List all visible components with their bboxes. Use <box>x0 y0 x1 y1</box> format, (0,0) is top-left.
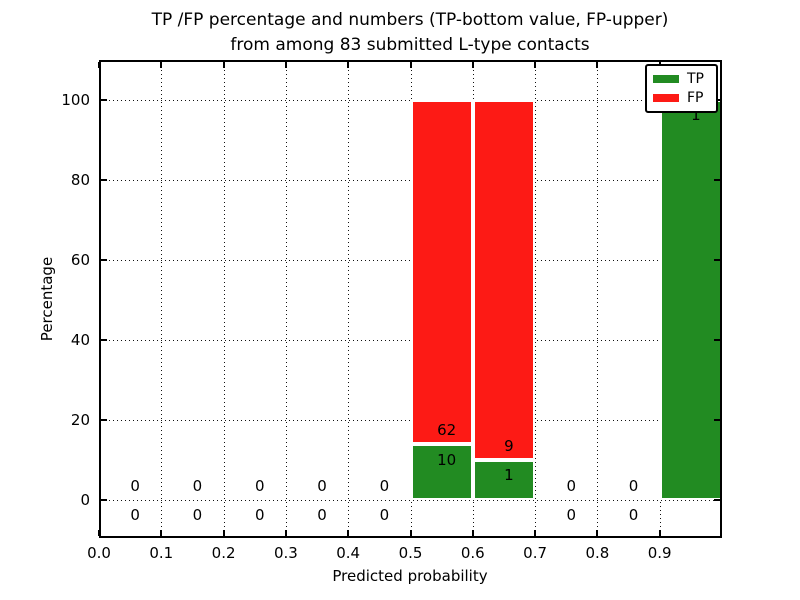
bar-fp-count: 0 <box>566 477 577 495</box>
x-tick-label: 0.2 <box>211 544 236 562</box>
x-tick-label: 0.6 <box>460 544 485 562</box>
y-tick-left <box>101 499 107 501</box>
x-tick-top <box>409 62 412 68</box>
x-tick-top <box>222 62 225 68</box>
x-tick-bottom <box>658 530 661 536</box>
x-tick-label: 0.1 <box>149 544 174 562</box>
bar-fp-count: 9 <box>504 437 514 455</box>
x-tick-bottom <box>222 530 225 536</box>
bar-fp-count: 62 <box>437 421 457 440</box>
bar-tp-count: 0 <box>628 506 639 525</box>
legend-label-fp: FP <box>687 90 704 106</box>
bar-tp-count: 0 <box>317 506 327 525</box>
bar-tp-count: 1 <box>691 106 701 125</box>
x-tick-bottom <box>409 530 412 536</box>
bar-fp-count: 0 <box>254 477 265 495</box>
bar-tp-count: 10 <box>437 450 457 469</box>
x-tick-top <box>160 62 163 68</box>
y-tick-label: 40 <box>70 331 90 349</box>
y-tick-right <box>714 339 720 341</box>
y-tick-label: 20 <box>70 411 90 429</box>
legend: TP FP <box>645 64 718 113</box>
bar-tp-count: 1 <box>504 466 514 485</box>
tp-swatch-icon <box>653 75 679 83</box>
bar-tp-count: 0 <box>130 506 140 525</box>
bar-tp <box>659 100 722 500</box>
chart-title-line2: from among 83 submitted L-type contacts <box>230 35 590 55</box>
bar-fp-count: 0 <box>130 477 140 495</box>
legend-label-tp: TP <box>687 71 704 87</box>
y-tick-left <box>101 99 107 101</box>
y-tick-label: 0 <box>80 491 90 509</box>
y-tick-left <box>101 259 107 261</box>
y-tick-label: 100 <box>61 91 90 109</box>
bar-tp <box>410 444 473 500</box>
fp-swatch-icon <box>653 94 679 102</box>
bar-tp-count: 0 <box>566 506 577 525</box>
y-tick-right <box>714 179 720 181</box>
x-axis-label: Predicted probability <box>332 567 488 585</box>
y-tick-right <box>714 419 720 421</box>
bar-fp-count: 0 <box>628 477 639 495</box>
x-tick-top <box>471 62 474 68</box>
v-gridline <box>161 62 163 536</box>
x-tick-bottom <box>347 530 350 536</box>
bar-fp-count: 0 <box>379 477 390 495</box>
bar-tp <box>472 460 536 500</box>
bar-fp-count: 0 <box>192 477 203 495</box>
x-tick-bottom <box>596 530 599 536</box>
x-tick-label: 0.0 <box>87 544 111 562</box>
legend-item-fp: FP <box>653 91 710 105</box>
bar-tp-count: 0 <box>254 506 265 525</box>
x-tick-bottom <box>471 530 474 536</box>
x-tick-top <box>98 62 100 68</box>
v-gridline <box>597 62 599 536</box>
bar-fp-count: 0 <box>317 477 327 495</box>
x-tick-label: 0.3 <box>273 544 298 562</box>
y-axis-label: Percentage <box>38 256 56 342</box>
x-tick-label: 0.9 <box>647 544 672 562</box>
bar-fp <box>472 100 536 460</box>
x-tick-bottom <box>534 530 537 536</box>
y-tick-label: 60 <box>70 251 90 269</box>
y-tick-left <box>101 179 107 181</box>
legend-item-tp: TP <box>653 72 710 86</box>
x-tick-top <box>347 62 350 68</box>
y-tick-left <box>101 339 107 341</box>
y-tick-left <box>101 419 107 421</box>
x-tick-label: 0.7 <box>523 544 548 562</box>
y-tick-right <box>714 499 720 501</box>
v-gridline <box>223 62 225 536</box>
x-tick-bottom <box>284 530 287 536</box>
x-tick-top <box>596 62 599 68</box>
chart-title: TP /FP percentage and numbers (TP-bottom… <box>110 8 710 58</box>
bar-tp-count: 0 <box>379 506 390 525</box>
x-tick-top <box>284 62 287 68</box>
x-tick-bottom <box>98 530 100 536</box>
bar-fp <box>410 100 473 445</box>
v-gridline <box>348 62 350 536</box>
v-gridline <box>535 62 537 536</box>
v-gridline <box>285 62 287 536</box>
x-tick-bottom <box>160 530 163 536</box>
chart-title-line1: TP /FP percentage and numbers (TP-bottom… <box>151 10 669 30</box>
bar-tp-count: 0 <box>192 506 203 525</box>
x-tick-label: 0.4 <box>336 544 361 562</box>
y-tick-right <box>714 259 720 261</box>
y-tick-label: 80 <box>70 171 90 189</box>
x-tick-label: 0.8 <box>585 544 610 562</box>
x-tick-label: 0.5 <box>398 544 423 562</box>
x-tick-top <box>534 62 537 68</box>
